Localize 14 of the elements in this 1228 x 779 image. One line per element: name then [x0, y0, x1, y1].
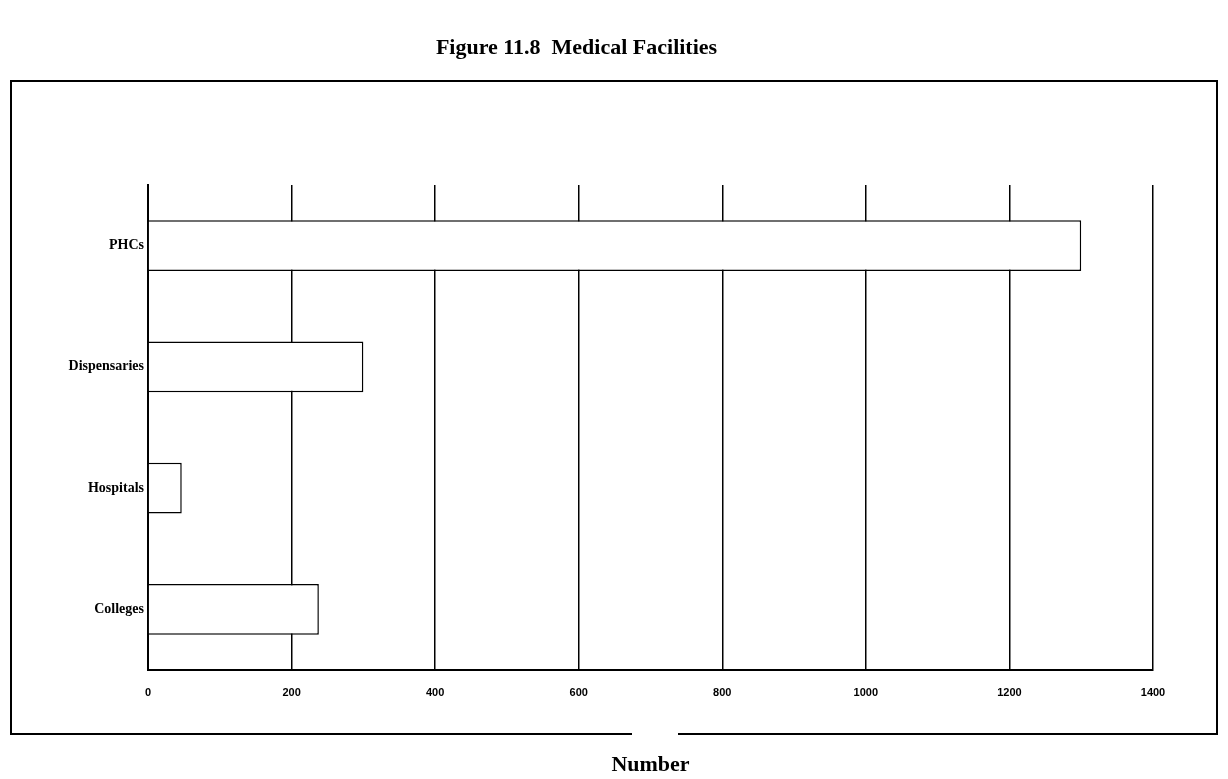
y-tick-label: PHCs	[109, 237, 145, 253]
x-tick-label: 800	[713, 685, 732, 698]
x-tick-label: 600	[569, 685, 588, 698]
y-tick-label: Dispensaries	[68, 358, 145, 374]
x-tick-label: 200	[282, 685, 301, 698]
x-tick-label: 0	[144, 685, 152, 698]
y-tick-label: Colleges	[94, 600, 145, 616]
chart-title: Figure 11.8 Medical Facilities	[435, 33, 718, 59]
x-axis-title: Number	[611, 751, 690, 777]
x-tick-label: 1000	[853, 685, 879, 698]
x-tick-label: 1400	[1140, 685, 1166, 698]
x-tick-label: 400	[425, 685, 445, 698]
y-tick-label: Hospitals	[87, 479, 145, 495]
x-tick-label: 1200	[997, 685, 1022, 698]
